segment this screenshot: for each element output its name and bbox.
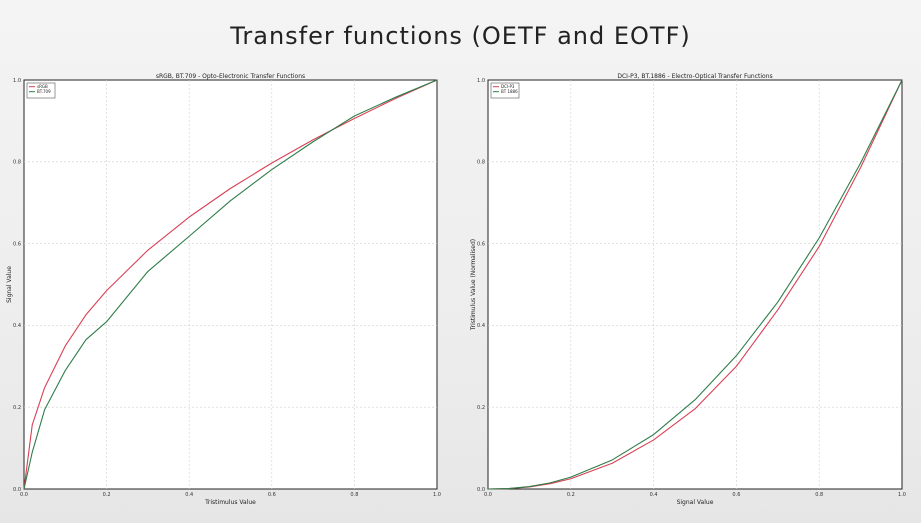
series-line-srgb xyxy=(23,79,438,490)
x-tick-label: 0.0 xyxy=(484,492,492,498)
plot-area xyxy=(487,79,903,490)
y-tick-label: 0.8 xyxy=(477,160,485,166)
x-tick-label: 0.8 xyxy=(815,492,823,498)
y-tick-label: 0.2 xyxy=(13,405,21,411)
x-axis-label: Signal Value xyxy=(677,499,714,506)
x-tick-label: 0.6 xyxy=(268,492,276,498)
x-tick-label: 1.0 xyxy=(898,492,906,498)
x-tick-label: 0.2 xyxy=(567,492,575,498)
slide-title: Transfer functions (OETF and EOTF) xyxy=(230,22,691,50)
y-tick-label: 0.8 xyxy=(13,160,21,166)
y-tick-label: 0.4 xyxy=(13,323,21,329)
legend-entry: sRGB xyxy=(37,84,48,89)
y-tick-label: 0.2 xyxy=(477,405,485,411)
plot-area xyxy=(23,79,438,490)
y-tick-label: 1.0 xyxy=(13,78,21,84)
y-tick-label: 0.0 xyxy=(13,487,21,493)
x-tick-label: 0.6 xyxy=(732,492,740,498)
series-line-bt-1886 xyxy=(487,79,903,490)
x-tick-label: 0.8 xyxy=(350,492,358,498)
legend-entry: BT.709 xyxy=(37,89,51,94)
legend-entry: DCI-P3 xyxy=(501,84,515,89)
legend-entry: BT 1886 xyxy=(501,89,518,94)
x-tick-label: 1.0 xyxy=(433,492,441,498)
chart-title: sRGB, BT.709 - Opto-Electronic Transfer … xyxy=(156,73,305,80)
y-tick-label: 0.4 xyxy=(477,323,485,329)
y-axis-label: Tristimulus Value (Normalised) xyxy=(470,239,477,331)
y-tick-label: 0.6 xyxy=(477,241,485,247)
y-tick-label: 0.0 xyxy=(477,487,485,493)
x-tick-label: 0.0 xyxy=(20,492,28,498)
chart-title: DCI-P3, BT.1886 - Electro-Optical Transf… xyxy=(617,73,772,80)
x-tick-label: 0.4 xyxy=(650,492,658,498)
x-tick-label: 0.4 xyxy=(185,492,193,498)
x-tick-label: 0.2 xyxy=(103,492,111,498)
x-axis-label: Tristimulus Value xyxy=(204,499,256,506)
y-axis-label: Signal Value xyxy=(6,266,13,303)
series-line-bt-709 xyxy=(23,79,438,490)
y-tick-label: 0.6 xyxy=(13,241,21,247)
y-tick-label: 1.0 xyxy=(477,78,485,84)
